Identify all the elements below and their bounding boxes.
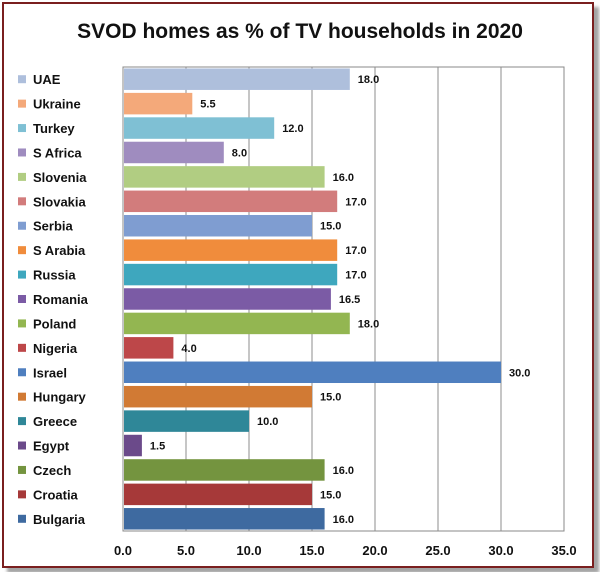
legend-label: Slovenia: [33, 170, 87, 185]
bar: [124, 483, 312, 506]
data-label: 1.5: [150, 441, 165, 453]
bar: [124, 288, 331, 310]
legend-swatch: [18, 319, 26, 328]
legend-swatch: [18, 124, 26, 133]
x-tick-label: 35.0: [551, 543, 576, 558]
data-label: 8.0: [232, 147, 247, 159]
x-tick-label: 10.0: [236, 543, 261, 558]
legend-swatch: [18, 368, 26, 377]
bar: [124, 361, 501, 384]
x-tick-label: 15.0: [299, 543, 324, 558]
bar: [124, 385, 312, 408]
data-label: 18.0: [358, 74, 379, 86]
legend-label: Serbia: [33, 219, 74, 234]
legend-label: S Africa: [33, 145, 82, 160]
legend-swatch: [18, 197, 26, 206]
data-label: 18.0: [358, 318, 379, 330]
bar: [124, 312, 350, 335]
bar: [124, 410, 249, 432]
legend-swatch: [18, 417, 26, 426]
legend-swatch: [18, 270, 26, 279]
bar: [124, 68, 350, 90]
bar: [124, 508, 325, 530]
bar: [124, 92, 193, 115]
legend-label: Egypt: [33, 439, 70, 454]
x-tick-label: 25.0: [425, 543, 450, 558]
data-label: 12.0: [282, 123, 303, 135]
data-label: 16.5: [339, 294, 360, 306]
legend-label: Israel: [33, 365, 67, 380]
legend-label: Russia: [33, 268, 76, 283]
legend-label: Slovakia: [33, 194, 87, 209]
legend-swatch: [18, 75, 26, 84]
x-tick-label: 5.0: [177, 543, 195, 558]
legend-swatch: [18, 246, 26, 255]
legend-label: Turkey: [33, 121, 75, 136]
legend-swatch: [18, 148, 26, 157]
legend-swatch: [18, 172, 26, 181]
legend-swatch: [18, 221, 26, 230]
bar: [124, 459, 325, 481]
chart-title: SVOD homes as % of TV households in 2020: [77, 20, 523, 43]
x-tick-label: 20.0: [362, 543, 387, 558]
data-label: 5.5: [200, 99, 215, 111]
bar: [124, 214, 312, 237]
data-label: 30.0: [509, 367, 530, 379]
legend-swatch: [18, 490, 26, 499]
legend-label: Poland: [33, 316, 76, 331]
legend-label: Croatia: [33, 487, 79, 502]
legend-label: UAE: [33, 72, 61, 87]
bar: [124, 141, 224, 164]
bar: [124, 263, 338, 286]
legend-label: Czech: [33, 463, 71, 478]
data-label: 17.0: [345, 196, 366, 208]
data-label: 17.0: [345, 270, 366, 282]
data-label: 4.0: [181, 343, 196, 355]
legend-swatch: [18, 343, 26, 352]
legend-label: Romania: [33, 292, 89, 307]
legend-label: Hungary: [33, 390, 87, 405]
legend-swatch: [18, 465, 26, 474]
legend-label: Nigeria: [33, 341, 78, 356]
legend-label: Bulgaria: [33, 512, 86, 527]
data-label: 17.0: [345, 245, 366, 257]
legend-swatch: [18, 99, 26, 108]
data-label: 16.0: [333, 465, 354, 477]
data-label: 16.0: [333, 172, 354, 184]
legend-swatch: [18, 441, 26, 450]
bar: [124, 166, 325, 188]
data-label: 15.0: [320, 392, 341, 404]
bar: [124, 434, 142, 457]
bar: [124, 239, 338, 261]
legend-swatch: [18, 295, 26, 303]
data-label: 10.0: [257, 416, 278, 428]
x-tick-label: 0.0: [114, 543, 132, 558]
legend-swatch: [18, 514, 26, 523]
legend-label: S Arabia: [33, 243, 86, 258]
x-tick-label: 30.0: [488, 543, 513, 558]
data-label: 15.0: [320, 489, 341, 501]
bar: [124, 117, 275, 139]
legend-swatch: [18, 392, 26, 401]
bar: [124, 190, 338, 213]
legend-label: Greece: [33, 414, 77, 429]
bar: [124, 337, 174, 359]
data-label: 15.0: [320, 221, 341, 233]
legend-label: Ukraine: [33, 97, 81, 112]
data-label: 16.0: [333, 514, 354, 526]
